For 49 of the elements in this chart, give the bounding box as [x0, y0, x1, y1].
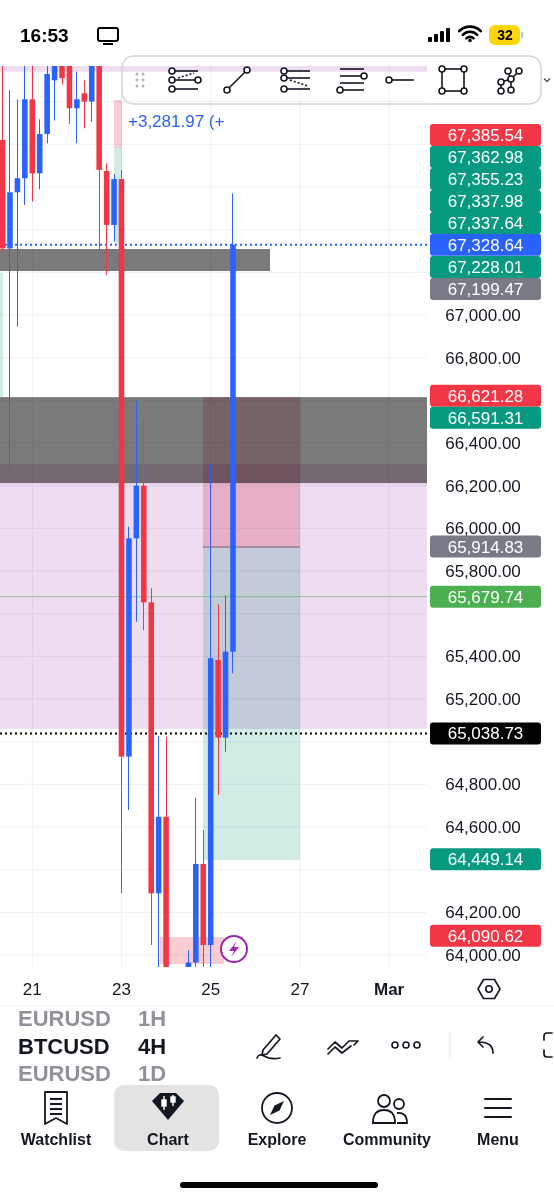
y-tick-label: 64,600.00 [445, 818, 521, 838]
y-tick-label: 67,000.00 [445, 305, 521, 325]
text: Chart [147, 1131, 190, 1148]
x-tick-label: 27 [290, 980, 310, 999]
text: 67,199.47 [447, 280, 524, 299]
text: 67,337.64 [447, 214, 524, 233]
text: 67,228.01 [447, 258, 524, 277]
text: 67,355.23 [447, 170, 524, 189]
text: 1D [138, 1061, 167, 1086]
text: 32 [497, 27, 513, 43]
x-tick-label: 25 [201, 980, 221, 999]
text: Watchlist [20, 1131, 92, 1148]
text: EURUSD [18, 1006, 111, 1031]
text: 16:53 [20, 25, 69, 46]
candlestick [74, 71, 80, 144]
y-tick-label: 66,200.00 [445, 476, 521, 496]
ref-line-label: 67,328.64 [447, 235, 524, 255]
y-tick-label: 64,200.00 [445, 903, 521, 923]
text: Menu [477, 1131, 519, 1148]
x-tick-label: Mar [373, 980, 405, 999]
ref-line-label: 65,679.74 [447, 587, 524, 607]
y-tick-label: 65,200.00 [445, 690, 521, 710]
y-tick-label: 66,000.00 [445, 519, 521, 539]
y-tick-label: 66,400.00 [445, 434, 521, 453]
y-tick-label: 65,800.00 [445, 562, 521, 582]
candlestick [59, 66, 65, 86]
text: 66,591.31 [447, 408, 524, 428]
y-tick-label: 65,400.00 [445, 647, 521, 667]
ref-line-label: 65,038.73 [447, 724, 524, 744]
text: 67,337.98 [447, 192, 524, 211]
y-tick-label: 64,800.00 [445, 775, 521, 795]
x-tick-label: 21 [22, 980, 42, 999]
text: 64,090.62 [447, 926, 524, 946]
text: 67,362.98 [447, 148, 524, 167]
text: Explore [247, 1131, 307, 1148]
annotation: +3,281.97 (+ [128, 112, 225, 131]
text: 65,914.83 [447, 537, 524, 557]
text: EURUSD [18, 1061, 111, 1086]
x-tick-label: 23 [112, 980, 131, 999]
text: Community [343, 1131, 432, 1148]
text: 4H [138, 1034, 167, 1059]
text: 1H [138, 1006, 167, 1031]
candlestick [81, 79, 88, 129]
text: BTCUSD [18, 1034, 110, 1059]
y-tick-label: 64,000.00 [445, 946, 521, 966]
text: 66,621.28 [447, 386, 524, 406]
y-tick-label: 66,800.00 [445, 348, 521, 368]
text: 67,385.54 [447, 126, 524, 145]
text: 64,449.14 [447, 850, 524, 870]
